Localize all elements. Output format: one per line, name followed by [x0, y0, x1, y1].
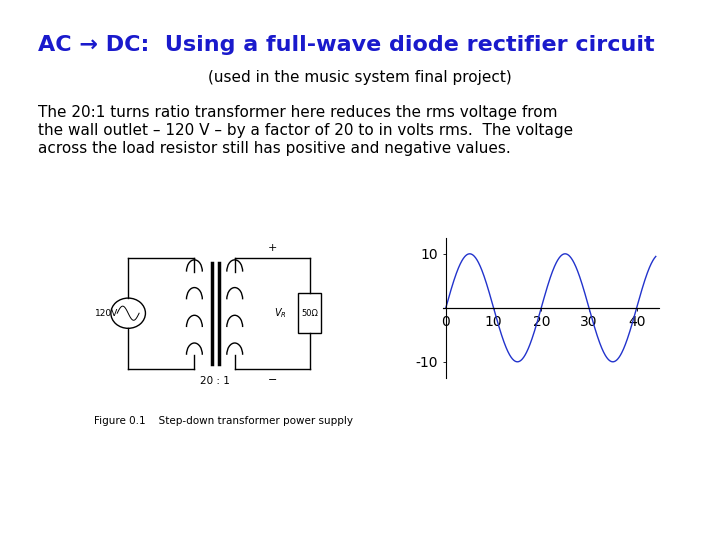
Text: 20 : 1: 20 : 1: [200, 376, 230, 386]
Text: (used in the music system final project): (used in the music system final project): [208, 70, 512, 85]
FancyBboxPatch shape: [298, 293, 321, 333]
Text: AC → DC:  Using a full-wave diode rectifier circuit: AC → DC: Using a full-wave diode rectifi…: [38, 35, 654, 55]
Text: −: −: [267, 375, 277, 385]
Text: Figure 0.1    Step-down transformer power supply: Figure 0.1 Step-down transformer power s…: [94, 416, 353, 426]
Text: 120V: 120V: [95, 309, 118, 318]
Text: +: +: [267, 242, 277, 253]
Text: 50Ω: 50Ω: [301, 309, 318, 318]
Text: the wall outlet – 120 V – by a factor of 20 to in volts rms.  The voltage: the wall outlet – 120 V – by a factor of…: [38, 123, 573, 138]
Text: The 20:1 turns ratio transformer here reduces the rms voltage from: The 20:1 turns ratio transformer here re…: [38, 105, 557, 120]
Text: across the load resistor still has positive and negative values.: across the load resistor still has posit…: [38, 141, 510, 156]
Text: $V_R$: $V_R$: [274, 306, 287, 320]
